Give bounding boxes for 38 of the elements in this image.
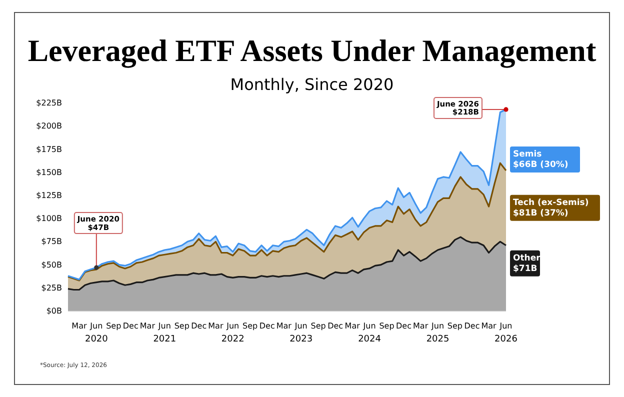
x-tick-label: Mar <box>276 322 292 331</box>
x-tick-label: Mar <box>72 322 88 331</box>
x-tick-label: Sep <box>379 322 394 331</box>
y-tick-label: $25B <box>41 283 62 292</box>
series-label: Other <box>513 253 542 264</box>
x-tick-label: Mar <box>481 322 498 331</box>
series-label: Tech (ex-Semis) <box>513 198 589 208</box>
x-tick-label: Dec <box>396 322 412 331</box>
y-tick-label: $75B <box>41 237 62 246</box>
chart-title: Leveraged ETF Assets Under Management <box>28 33 597 68</box>
y-tick-label: $125B <box>36 191 62 200</box>
x-tick-label: Dec <box>259 322 275 331</box>
x-tick-label: Sep <box>447 322 463 331</box>
x-tick-label: Sep <box>106 322 122 331</box>
x-tick-label: Mar <box>344 322 361 331</box>
y-tick-label: $175B <box>36 144 62 154</box>
x-tick-label: Dec <box>464 322 480 331</box>
x-tick-label: Dec <box>328 322 344 331</box>
x-tick-label: Mar <box>413 322 429 331</box>
chart-subtitle: Monthly, Since 2020 <box>230 75 394 94</box>
x-tick-label: Dec <box>122 322 138 331</box>
y-tick-label: $50B <box>41 260 62 270</box>
x-tick-label: Dec <box>191 322 207 331</box>
y-tick-label: $200B <box>36 122 62 131</box>
y-tick-label: $100B <box>36 214 62 224</box>
x-tick-label: Mar <box>208 322 224 331</box>
y-tick-label: $150B <box>36 168 62 177</box>
x-tick-label: Mar <box>140 322 156 331</box>
x-tick-label: Sep <box>310 322 326 331</box>
x-tick-label: Sep <box>174 322 190 331</box>
text: $71B <box>513 264 538 274</box>
y-tick-label: $0B <box>46 306 62 316</box>
x-tick-label: Jun 2026 <box>494 322 518 345</box>
x-tick-label: Sep <box>242 322 258 331</box>
series-label: Semis <box>513 149 542 160</box>
text: $81B (37%) <box>513 208 568 219</box>
y-tick-label: $225B <box>36 98 62 108</box>
text: $66B (30%) <box>513 160 568 170</box>
